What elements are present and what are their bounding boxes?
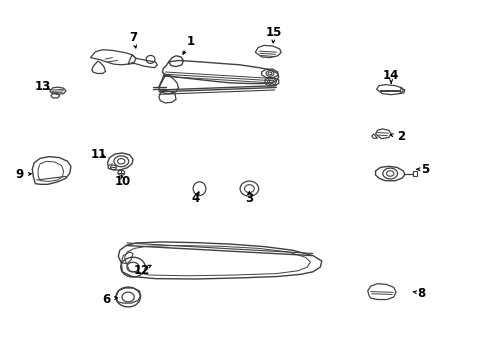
Text: 1: 1 bbox=[186, 35, 194, 48]
Text: 11: 11 bbox=[90, 148, 107, 161]
Text: 14: 14 bbox=[382, 69, 399, 82]
Text: 9: 9 bbox=[16, 168, 23, 181]
Text: 6: 6 bbox=[102, 293, 110, 306]
Text: 12: 12 bbox=[133, 264, 150, 276]
Text: 2: 2 bbox=[396, 130, 404, 143]
Text: 10: 10 bbox=[115, 175, 131, 188]
Text: 13: 13 bbox=[35, 80, 51, 93]
Text: 8: 8 bbox=[417, 287, 425, 300]
Text: 15: 15 bbox=[265, 26, 282, 39]
Text: 4: 4 bbox=[191, 192, 199, 204]
Text: 3: 3 bbox=[245, 192, 253, 204]
Text: 5: 5 bbox=[421, 163, 428, 176]
Text: 7: 7 bbox=[129, 31, 137, 44]
